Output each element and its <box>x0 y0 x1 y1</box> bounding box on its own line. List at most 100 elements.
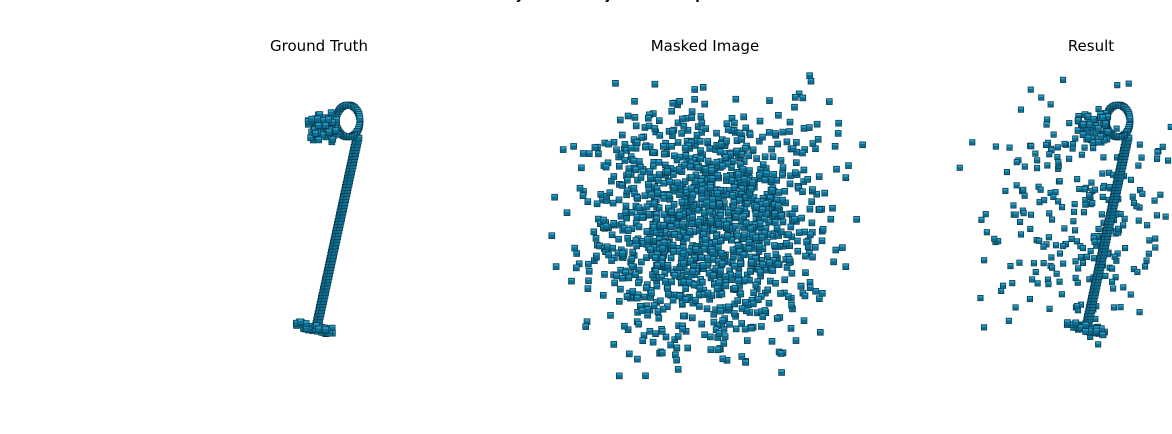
voxel-face <box>796 185 801 188</box>
voxel-face <box>1110 172 1116 175</box>
voxel-face <box>626 351 632 354</box>
voxel-face <box>756 249 762 251</box>
voxel-face <box>1022 193 1027 196</box>
voxel-face <box>727 321 732 324</box>
voxel <box>618 131 626 139</box>
voxel <box>607 312 614 319</box>
voxel <box>1111 253 1118 260</box>
voxel-face <box>1045 140 1051 143</box>
voxel-face <box>1140 191 1145 194</box>
voxel-face <box>1085 114 1091 116</box>
voxel-face <box>616 373 622 376</box>
voxel-face <box>807 73 812 75</box>
voxel <box>651 125 659 132</box>
voxel-face <box>668 166 674 168</box>
voxel-face <box>803 253 808 256</box>
voxel-face <box>1107 170 1112 173</box>
voxel <box>593 200 601 208</box>
voxel-face <box>635 292 641 294</box>
voxel-face <box>783 257 789 259</box>
voxel <box>629 248 637 256</box>
voxel-face <box>749 297 755 300</box>
voxel-face <box>817 329 823 332</box>
voxel-face <box>762 154 768 156</box>
voxel-face <box>701 287 707 290</box>
voxel-face <box>328 110 334 112</box>
voxel <box>302 320 310 327</box>
voxel-face <box>316 326 322 329</box>
voxel-face <box>1126 81 1131 84</box>
voxel <box>655 204 663 212</box>
voxel <box>774 140 782 148</box>
voxel-face <box>652 81 658 84</box>
voxel-face <box>653 331 658 333</box>
voxel-face <box>685 128 691 130</box>
voxel-face <box>1060 77 1066 80</box>
voxel-face <box>710 257 716 259</box>
voxel <box>669 296 677 304</box>
voxel <box>1159 143 1166 150</box>
voxel <box>1109 278 1116 285</box>
voxel-face <box>1049 217 1055 220</box>
voxel-face <box>772 219 778 222</box>
voxel <box>740 113 748 121</box>
voxel <box>804 176 812 183</box>
voxel-face <box>647 144 653 146</box>
voxel-face <box>622 225 627 228</box>
voxel <box>633 139 641 146</box>
voxel <box>802 252 809 260</box>
voxel-face <box>751 301 756 304</box>
voxel <box>689 213 696 221</box>
voxel-face <box>721 151 727 153</box>
voxel-face <box>647 169 653 171</box>
voxel <box>684 127 692 134</box>
voxel <box>720 340 728 347</box>
voxel-face <box>698 156 704 158</box>
voxel-face <box>701 210 707 213</box>
voxel <box>1075 265 1082 272</box>
voxel-face <box>689 315 695 317</box>
voxel <box>742 359 750 366</box>
voxel-face <box>681 230 686 233</box>
voxel-face <box>1045 277 1051 280</box>
voxel <box>683 189 690 196</box>
voxel-face <box>774 178 780 180</box>
voxel-face <box>585 199 591 201</box>
voxel <box>800 166 808 174</box>
voxel-face <box>709 249 715 252</box>
voxel-face <box>616 163 622 166</box>
voxel-face <box>1046 282 1051 284</box>
voxel <box>1087 248 1094 255</box>
voxel-face <box>354 108 360 110</box>
voxel <box>1006 144 1013 151</box>
voxel-face <box>675 367 681 369</box>
voxel <box>704 289 712 297</box>
voxel-face <box>733 326 739 329</box>
masked-voxels <box>548 72 866 380</box>
voxel-face <box>708 185 713 187</box>
voxel <box>659 143 667 150</box>
voxel-face <box>656 237 662 239</box>
voxel-face <box>675 180 680 182</box>
voxel-face <box>778 351 784 353</box>
voxel-face <box>1127 114 1132 116</box>
voxel-face <box>1125 127 1131 129</box>
voxel-face <box>715 323 720 325</box>
voxel-face <box>651 201 657 203</box>
voxel <box>737 290 745 298</box>
voxel-face <box>758 294 764 296</box>
voxel-face <box>1060 243 1066 246</box>
voxel-face <box>732 263 737 266</box>
voxel-face <box>687 164 693 167</box>
voxel-face <box>630 249 636 252</box>
voxel-face <box>653 222 659 224</box>
panel-title: Result <box>1068 37 1114 55</box>
voxel-face <box>654 216 660 219</box>
voxel-face <box>651 303 657 305</box>
voxel <box>658 328 666 335</box>
voxel <box>613 146 620 154</box>
voxel <box>1016 218 1024 225</box>
voxel-face <box>693 155 699 157</box>
voxel-face <box>789 270 795 273</box>
voxel-face <box>650 272 655 274</box>
